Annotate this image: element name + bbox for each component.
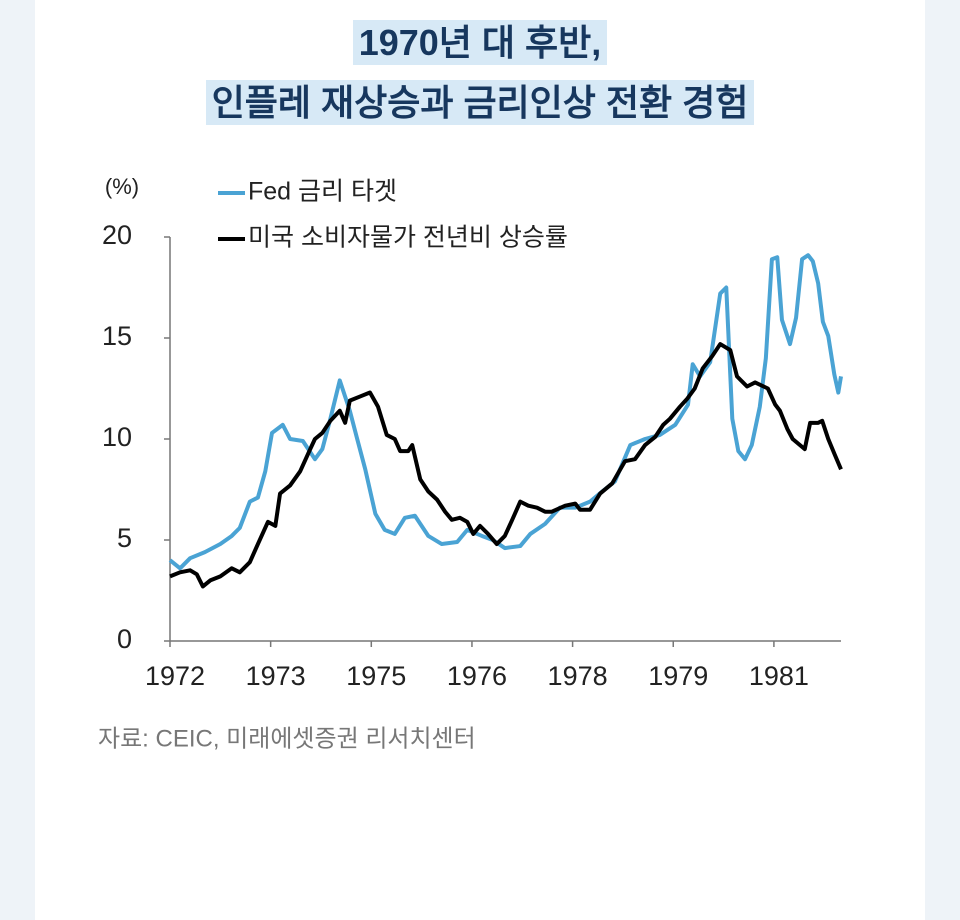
x-tick-label: 1972 <box>145 661 205 691</box>
chart-title: 인플레 재상승과 금리인상 전환 경험 <box>205 80 755 125</box>
x-tick-label: 1978 <box>548 661 608 691</box>
panel <box>35 0 925 920</box>
series-line <box>169 342 843 589</box>
title-line: 1970년 대 후반, <box>0 20 960 66</box>
y-tick-label: 20 <box>102 220 132 250</box>
y-unit-label: (%) <box>105 174 139 199</box>
legend-label: Fed 금리 타겟 <box>248 178 397 206</box>
series-line <box>168 253 843 571</box>
x-tick-label: 1973 <box>246 661 306 691</box>
x-tick-label: 1979 <box>648 661 708 691</box>
y-tick-label: 15 <box>102 321 132 351</box>
y-tick-label: 5 <box>117 523 132 553</box>
source-note: 자료: CEIC, 미래에셋증권 리서치센터 <box>98 725 476 752</box>
legend-label: 미국 소비자물가 전년비 상승률 <box>248 224 568 252</box>
y-tick-label: 10 <box>102 422 132 452</box>
x-tick-label: 1975 <box>346 661 406 691</box>
title-line: 인플레 재상승과 금리인상 전환 경험 <box>0 80 960 126</box>
chart-title: 1970년 대 후반, <box>352 20 608 65</box>
y-tick-label: 0 <box>117 624 132 654</box>
x-tick-label: 1981 <box>749 661 809 691</box>
x-tick-label: 1976 <box>447 661 507 691</box>
